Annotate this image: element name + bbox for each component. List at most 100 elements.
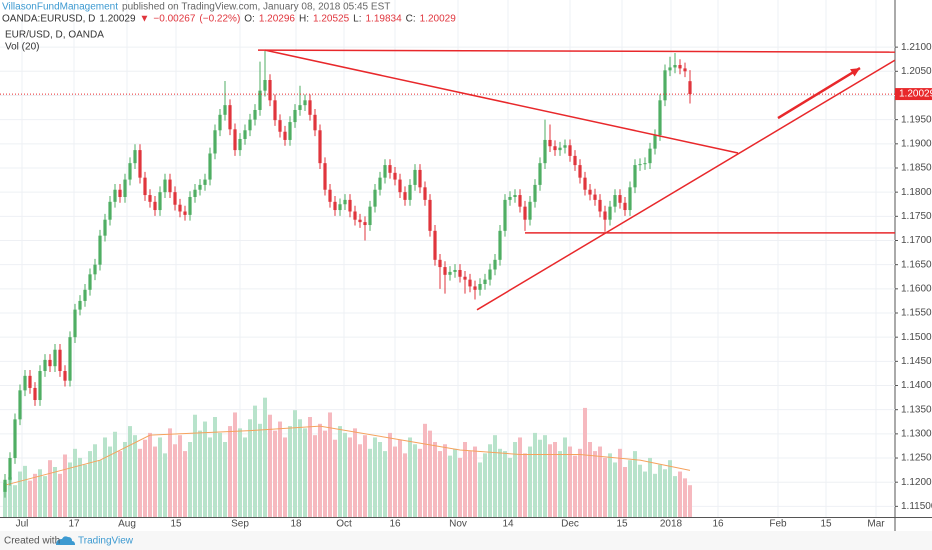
volume-bar [168,428,172,517]
volume-bar [223,442,227,517]
candle-body [128,163,132,180]
candle-body [108,201,112,220]
volume-bar [673,476,677,517]
open-value: 1.20296 [259,14,296,25]
candle-body [253,109,257,120]
candle-body [68,337,72,381]
candle-body [203,179,207,185]
volume-bar [58,473,62,517]
candle-body [273,100,277,121]
candle-body [488,269,492,280]
volume-bar [243,437,247,517]
volume-bar [68,462,72,517]
candle-body [593,194,597,200]
candle-body [643,163,647,165]
change: −0.00267 [153,14,195,25]
candle-body [343,199,347,205]
volume-bar [43,476,47,517]
volume-bar [478,462,482,517]
volume-bar [623,467,627,517]
candle-body [178,204,182,212]
candle-body [218,114,222,131]
candle-body [663,70,667,101]
candle-body [28,375,32,388]
candle-body [408,184,412,200]
volume-bar [638,464,642,517]
volume-title: Vol (20) [5,42,39,53]
candle-body [183,211,187,215]
candle-body [188,196,192,215]
y-tick-label: 1.21000 [901,42,932,53]
volume-bar [18,471,22,517]
candle-body [48,359,52,367]
volume-bar [53,467,57,517]
volume-bar [483,453,487,517]
volume-bar [248,419,252,517]
candle-body [8,458,12,480]
candle-body [633,165,637,188]
candle-body [418,169,422,188]
candle-body [238,138,242,151]
candle-body [348,199,352,212]
volume-bar [93,444,97,517]
candle-body [458,269,462,277]
candle-body [653,135,657,149]
x-tick-label: Oct [336,519,352,530]
volume-bar [258,423,262,517]
volume-bar [3,482,7,517]
volume-bar [393,446,397,517]
volume-bar [378,442,382,517]
volume-bar [303,428,307,517]
x-tick-label: 17 [68,519,80,530]
volume-bar [348,437,352,517]
candle-body [173,192,177,205]
candle-body [578,165,582,178]
candle-body [463,276,467,280]
candle-body [568,145,572,156]
volume-bar [228,426,232,517]
x-tick-label: Aug [118,519,136,530]
candle-body [103,219,107,236]
volume-bar [233,412,237,517]
candle-body [573,155,577,166]
candle-body [333,201,337,211]
volume-bar [603,457,607,517]
volume-bar [343,432,347,517]
candle-body [208,153,212,180]
candle-body [78,300,82,310]
y-tick-label: 1.16500 [901,259,932,270]
candle-body [363,222,367,226]
y-tick-label: 1.20500 [901,66,932,77]
candle-body [403,192,407,200]
volume-bar [408,437,412,517]
candle-body [158,192,162,211]
candle-body [143,177,147,196]
candle-body [38,371,42,401]
volume-bar [543,435,547,517]
candle-body [313,114,317,131]
volume-bar [508,457,512,517]
publisher: VillasonFundManagement [2,2,118,13]
candle-body [358,219,362,223]
candle-body [368,206,372,226]
volume-bar [593,451,597,517]
volume-bar [268,414,272,517]
volume-bar [463,442,467,517]
x-tick-label: 14 [502,519,514,530]
volume-bar [198,430,202,517]
volume-bar [163,453,167,517]
y-tick-label: 1.15500 [901,308,932,319]
close-value: 1.20029 [420,14,457,25]
candle-body [298,105,302,110]
volume-bar [88,451,92,517]
change-pct: (−0.22%) [199,14,240,25]
candle-body [618,195,622,203]
volume-bar [443,444,447,517]
candle-body [443,267,447,275]
symbol: OANDA:EURUSD, D [2,14,95,25]
volume-bar [358,444,362,517]
volume-bar [653,473,657,517]
candle-body [23,375,27,391]
candle-body [553,146,557,151]
volume-bar [148,432,152,517]
